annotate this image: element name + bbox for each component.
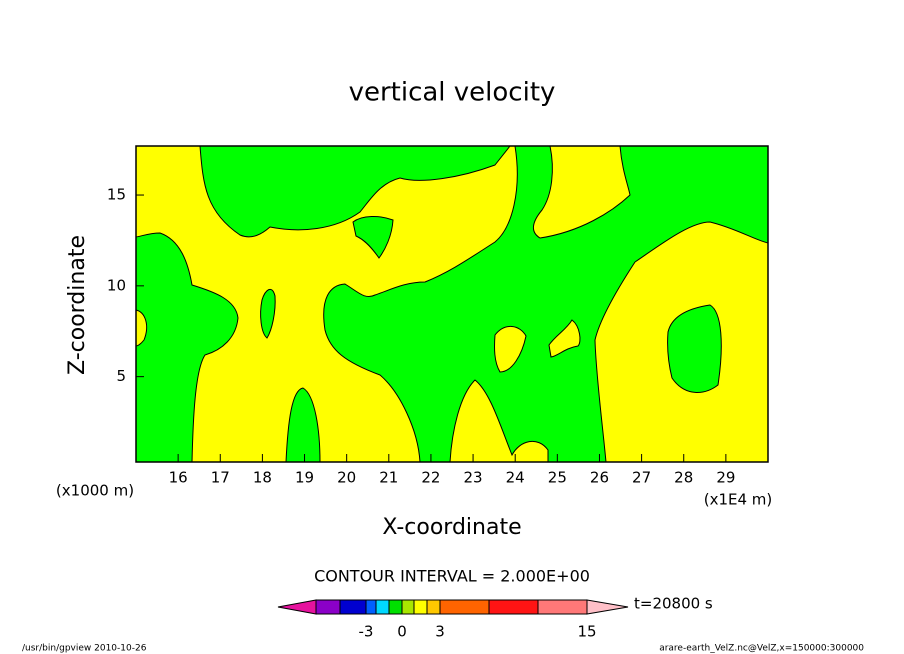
colorbar-segment <box>488 599 539 615</box>
colorbar-segment <box>277 599 317 615</box>
y-tick-label: 5 <box>116 367 126 385</box>
colorbar-segment <box>401 599 415 615</box>
x-tick-label: 26 <box>590 469 609 487</box>
x-tick-label: 22 <box>421 469 440 487</box>
contour-interval: CONTOUR INTERVAL = 2.000E+00 <box>314 567 590 586</box>
x-tick-label: 25 <box>548 469 567 487</box>
x-tick-label: 29 <box>716 469 735 487</box>
colorbar-segment <box>439 599 490 615</box>
colorbar-tick-label: 0 <box>397 623 407 641</box>
x-tick-label: 23 <box>464 469 483 487</box>
x-unit-label: (x1E4 m) <box>704 491 773 509</box>
footer-right: arare-earth_VelZ.nc@VelZ,x=150000:300000 <box>659 644 864 654</box>
colorbar-segment <box>537 599 588 615</box>
time-label: t=20800 s <box>634 595 713 613</box>
region <box>533 145 631 239</box>
x-tick-label: 19 <box>295 469 314 487</box>
x-tick-label: 17 <box>211 469 230 487</box>
x-tick-label: 24 <box>506 469 525 487</box>
plot-frame <box>135 145 769 463</box>
colorbar-segment <box>413 599 428 615</box>
region <box>449 379 549 463</box>
x-tick-label: 20 <box>337 469 356 487</box>
x-tick-label: 18 <box>253 469 272 487</box>
colorbar-tick-label: 15 <box>577 623 596 641</box>
region <box>352 216 394 259</box>
x-tick-label: 28 <box>674 469 693 487</box>
y-unit-label: (x1000 m) <box>56 482 134 500</box>
region <box>548 319 581 358</box>
x-tick-label: 21 <box>379 469 398 487</box>
region <box>135 145 518 463</box>
x-tick-label: 16 <box>169 469 188 487</box>
colorbar-segment <box>339 599 367 615</box>
colorbar-segment <box>375 599 390 615</box>
colorbar-segment <box>426 599 441 615</box>
colorbar-tick-label: 3 <box>435 623 445 641</box>
colorbar-segment <box>365 599 377 615</box>
x-axis-title: X-coordinate <box>382 515 521 540</box>
colorbar-tick-label: -3 <box>359 623 374 641</box>
contour-field <box>135 145 769 463</box>
chart-title: vertical velocity <box>349 78 556 108</box>
colorbar-segment <box>388 599 403 615</box>
colorbar-segment <box>586 599 629 615</box>
y-tick-label: 10 <box>107 276 126 294</box>
footer-left: /usr/bin/gpview 2010-10-26 <box>22 644 147 654</box>
region <box>494 326 527 373</box>
colorbar-segment <box>315 599 341 615</box>
region <box>667 304 722 393</box>
x-tick-label: 27 <box>632 469 651 487</box>
y-axis-title: Z-coordinate <box>65 235 90 375</box>
y-tick-label: 15 <box>107 186 126 204</box>
region <box>260 288 276 339</box>
region <box>135 309 148 347</box>
